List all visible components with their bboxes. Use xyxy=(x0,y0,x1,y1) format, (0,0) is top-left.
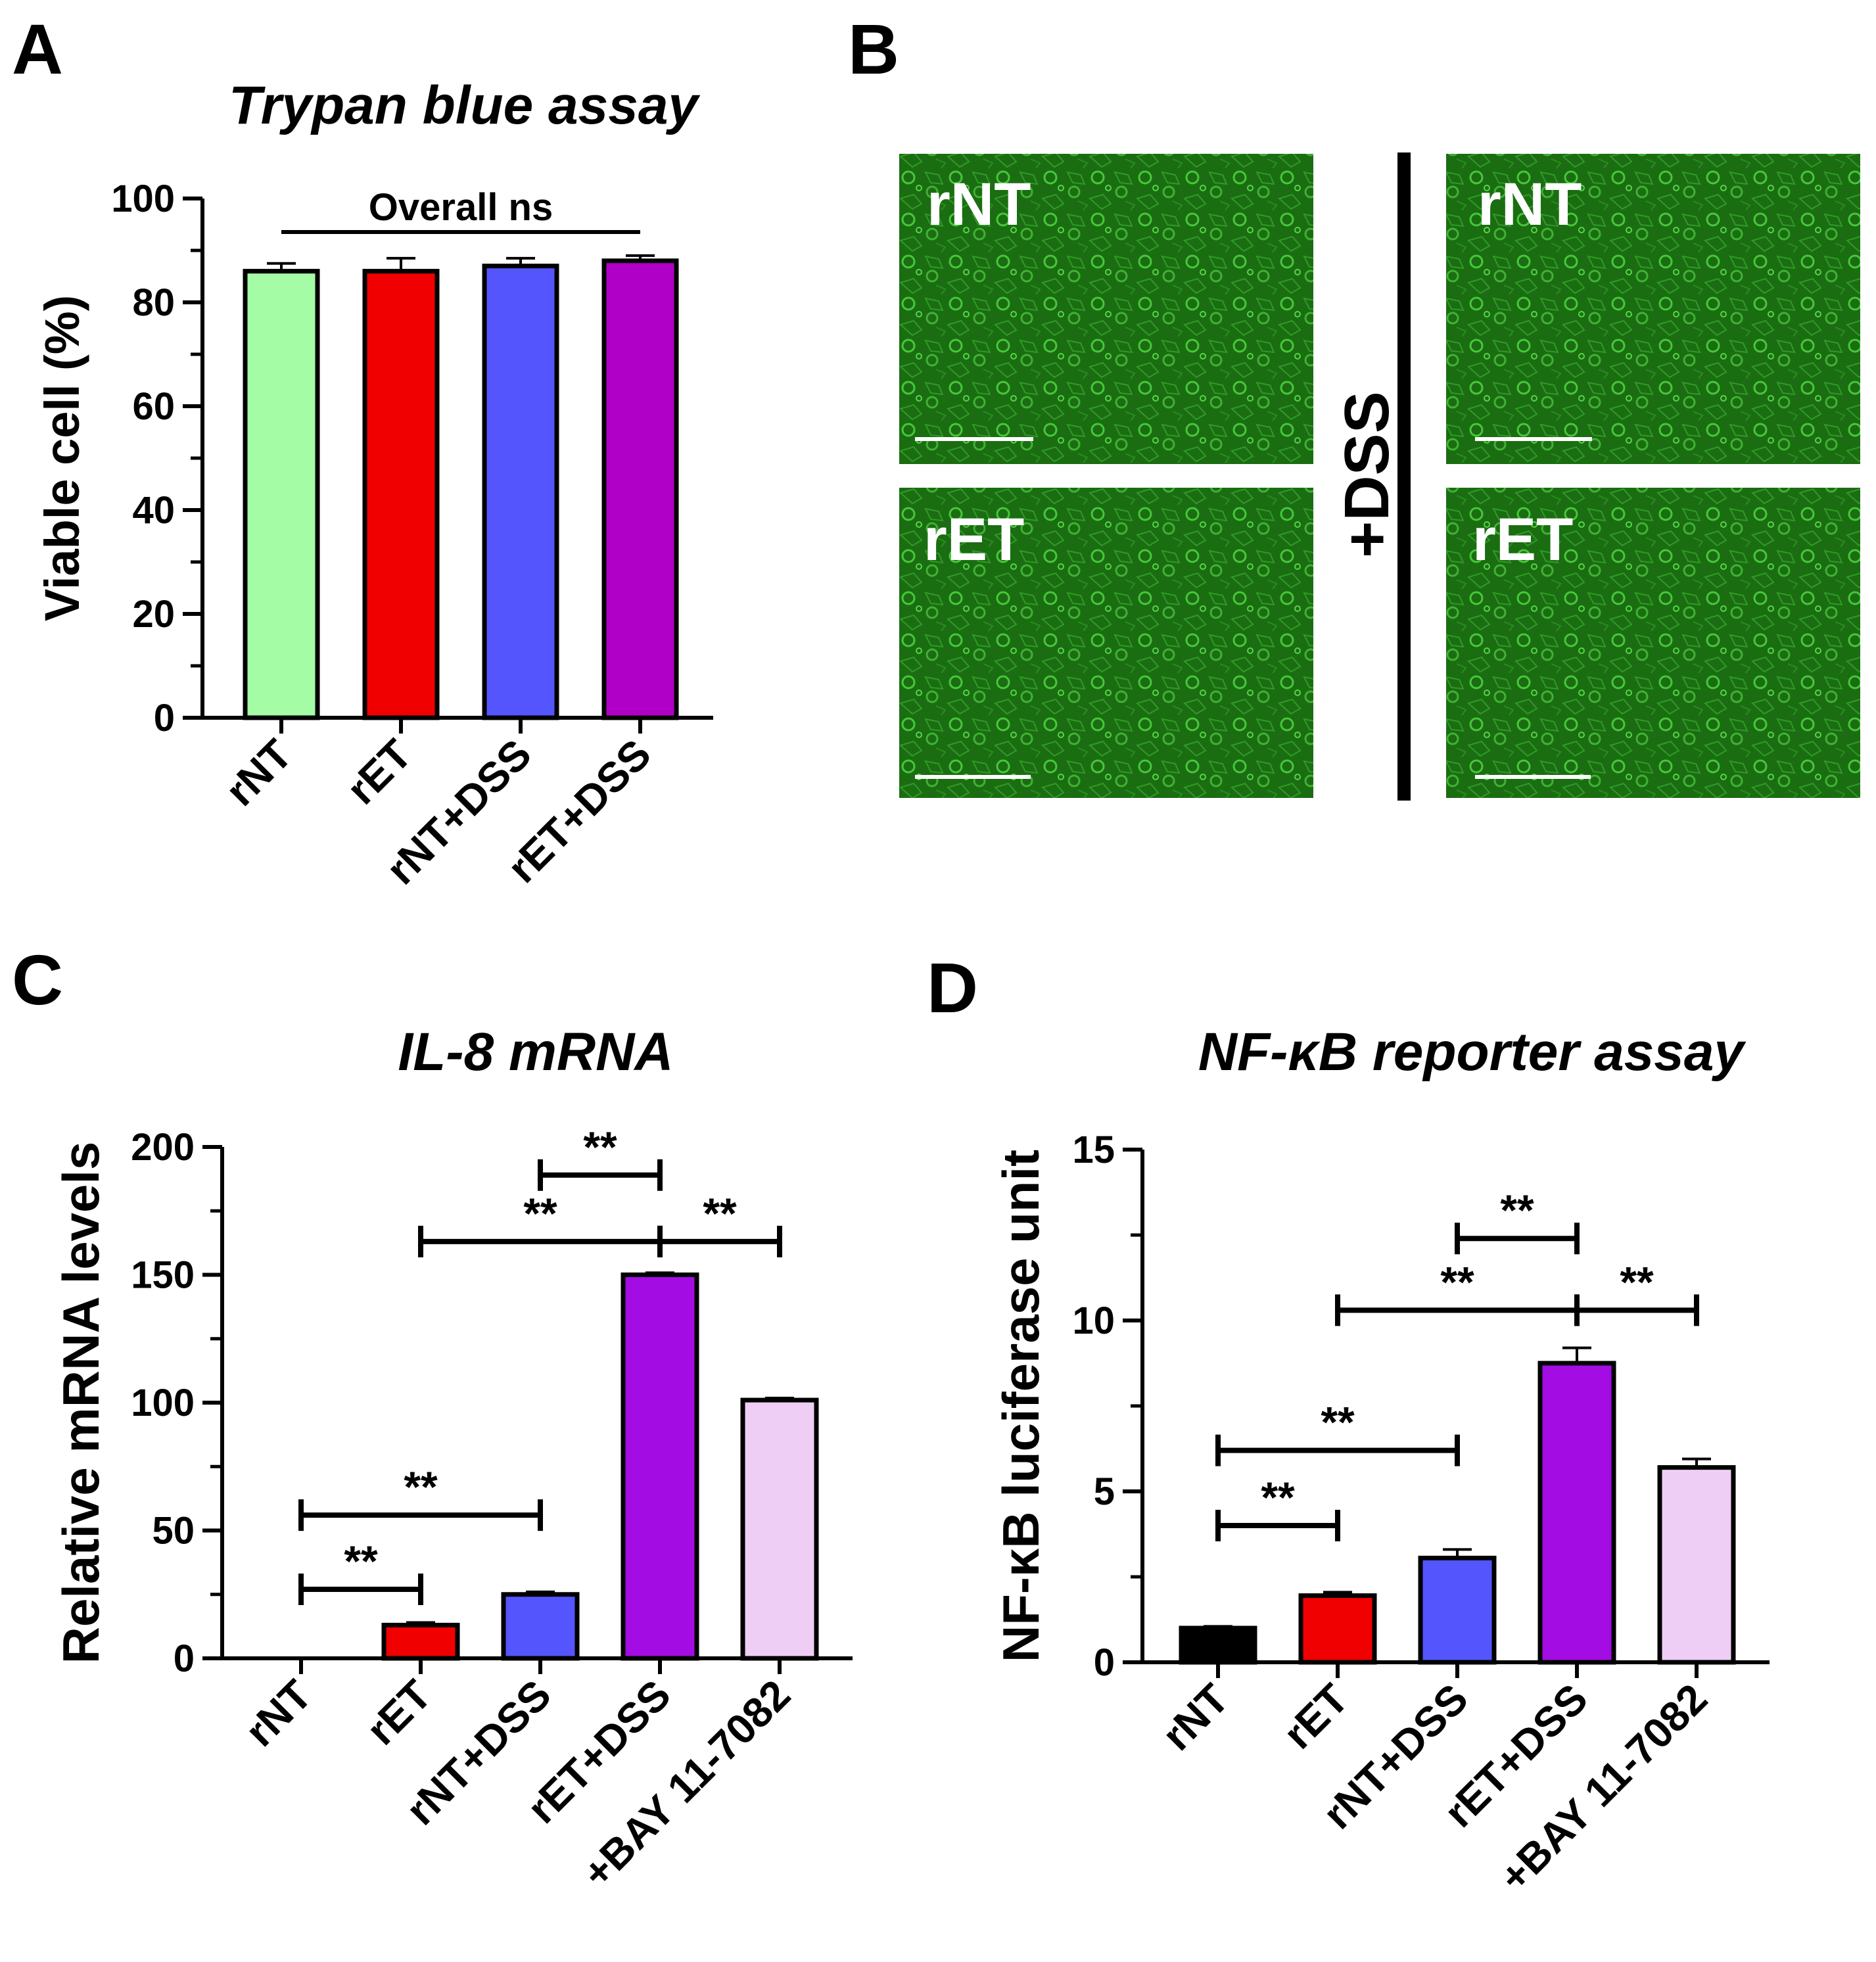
y-axis-label: NF-κB luciferase unit xyxy=(992,1150,1050,1662)
bar xyxy=(381,1622,460,1661)
bar xyxy=(1537,1361,1616,1665)
y-tick-label: 15 xyxy=(1072,1129,1115,1171)
title-c: IL-8 mRNA xyxy=(398,1022,673,1082)
x-tick-label: rET xyxy=(358,1671,440,1754)
x-tick-label: rNT xyxy=(236,1671,321,1756)
bar xyxy=(621,1273,699,1661)
dss-side-label: +DSS xyxy=(1332,391,1402,557)
bar xyxy=(1418,1555,1497,1665)
x-tick-label: rET xyxy=(338,730,421,813)
significance-label: ** xyxy=(344,1537,378,1585)
y-tick-label: 60 xyxy=(132,385,175,428)
panel-letter-d: D xyxy=(927,948,978,1027)
title-d: NF-κB reporter assay xyxy=(1198,1022,1747,1082)
significance-label: ** xyxy=(1321,1398,1355,1447)
y-tick-label: 0 xyxy=(174,1637,195,1680)
significance-label: ** xyxy=(1440,1257,1474,1306)
y-axis-label: Relative mRNA levels xyxy=(52,1142,110,1664)
y-tick-label: 100 xyxy=(131,1382,195,1424)
x-tick-label: rNT xyxy=(1153,1675,1238,1760)
panel-letter-c: C xyxy=(12,940,63,1019)
bar xyxy=(362,269,440,720)
panel-letter-b: B xyxy=(848,9,899,89)
bar xyxy=(1657,1465,1736,1665)
y-tick-label: 0 xyxy=(154,697,175,739)
micrograph-rnt: rNT xyxy=(899,154,1313,464)
significance-label: ** xyxy=(703,1189,737,1238)
significance-label: ** xyxy=(1620,1257,1654,1306)
significance-label: ** xyxy=(1500,1186,1534,1234)
y-tick-label: 40 xyxy=(132,489,175,532)
y-tick-label: 10 xyxy=(1072,1299,1115,1342)
micrograph-label: rNT xyxy=(927,171,1031,238)
annotation-label: Overall ns xyxy=(369,186,553,229)
x-tick-label: +BAY 11-7082 xyxy=(573,1671,799,1897)
bar xyxy=(740,1397,819,1661)
y-tick-label: 200 xyxy=(131,1126,195,1169)
micrograph-label: rNT xyxy=(1478,171,1582,238)
y-axis-label: Viable cell (%) xyxy=(35,295,89,621)
y-tick-label: 50 xyxy=(152,1510,195,1553)
bar xyxy=(1179,1625,1257,1665)
x-tick-label: rET xyxy=(1275,1675,1357,1758)
x-tick-label: rNT xyxy=(216,730,301,815)
panel-letter-a: A xyxy=(12,9,63,89)
y-tick-label: 0 xyxy=(1094,1641,1115,1684)
micrograph-ret: rET xyxy=(899,488,1313,798)
y-tick-label: 20 xyxy=(132,593,175,636)
bar xyxy=(482,264,559,720)
significance-label: ** xyxy=(523,1189,557,1238)
title-a: Trypan blue assay xyxy=(229,76,701,135)
micrograph-ret-dss: rET xyxy=(1446,488,1860,798)
bar xyxy=(501,1592,580,1661)
bar xyxy=(243,269,320,720)
x-tick-label: +BAY 11-7082 xyxy=(1490,1675,1716,1901)
bar xyxy=(1298,1593,1377,1665)
micrograph-label: rET xyxy=(924,506,1024,573)
y-tick-label: 150 xyxy=(131,1254,195,1297)
micrograph-rnt-dss: rNT xyxy=(1446,154,1860,464)
significance-label: ** xyxy=(1261,1473,1295,1522)
micrograph-label: rET xyxy=(1472,506,1573,573)
significance-label: ** xyxy=(583,1123,617,1171)
bar xyxy=(601,258,679,720)
y-tick-label: 5 xyxy=(1094,1470,1115,1513)
significance-label: ** xyxy=(404,1462,438,1511)
y-tick-label: 80 xyxy=(132,281,175,324)
y-tick-label: 100 xyxy=(111,177,175,220)
